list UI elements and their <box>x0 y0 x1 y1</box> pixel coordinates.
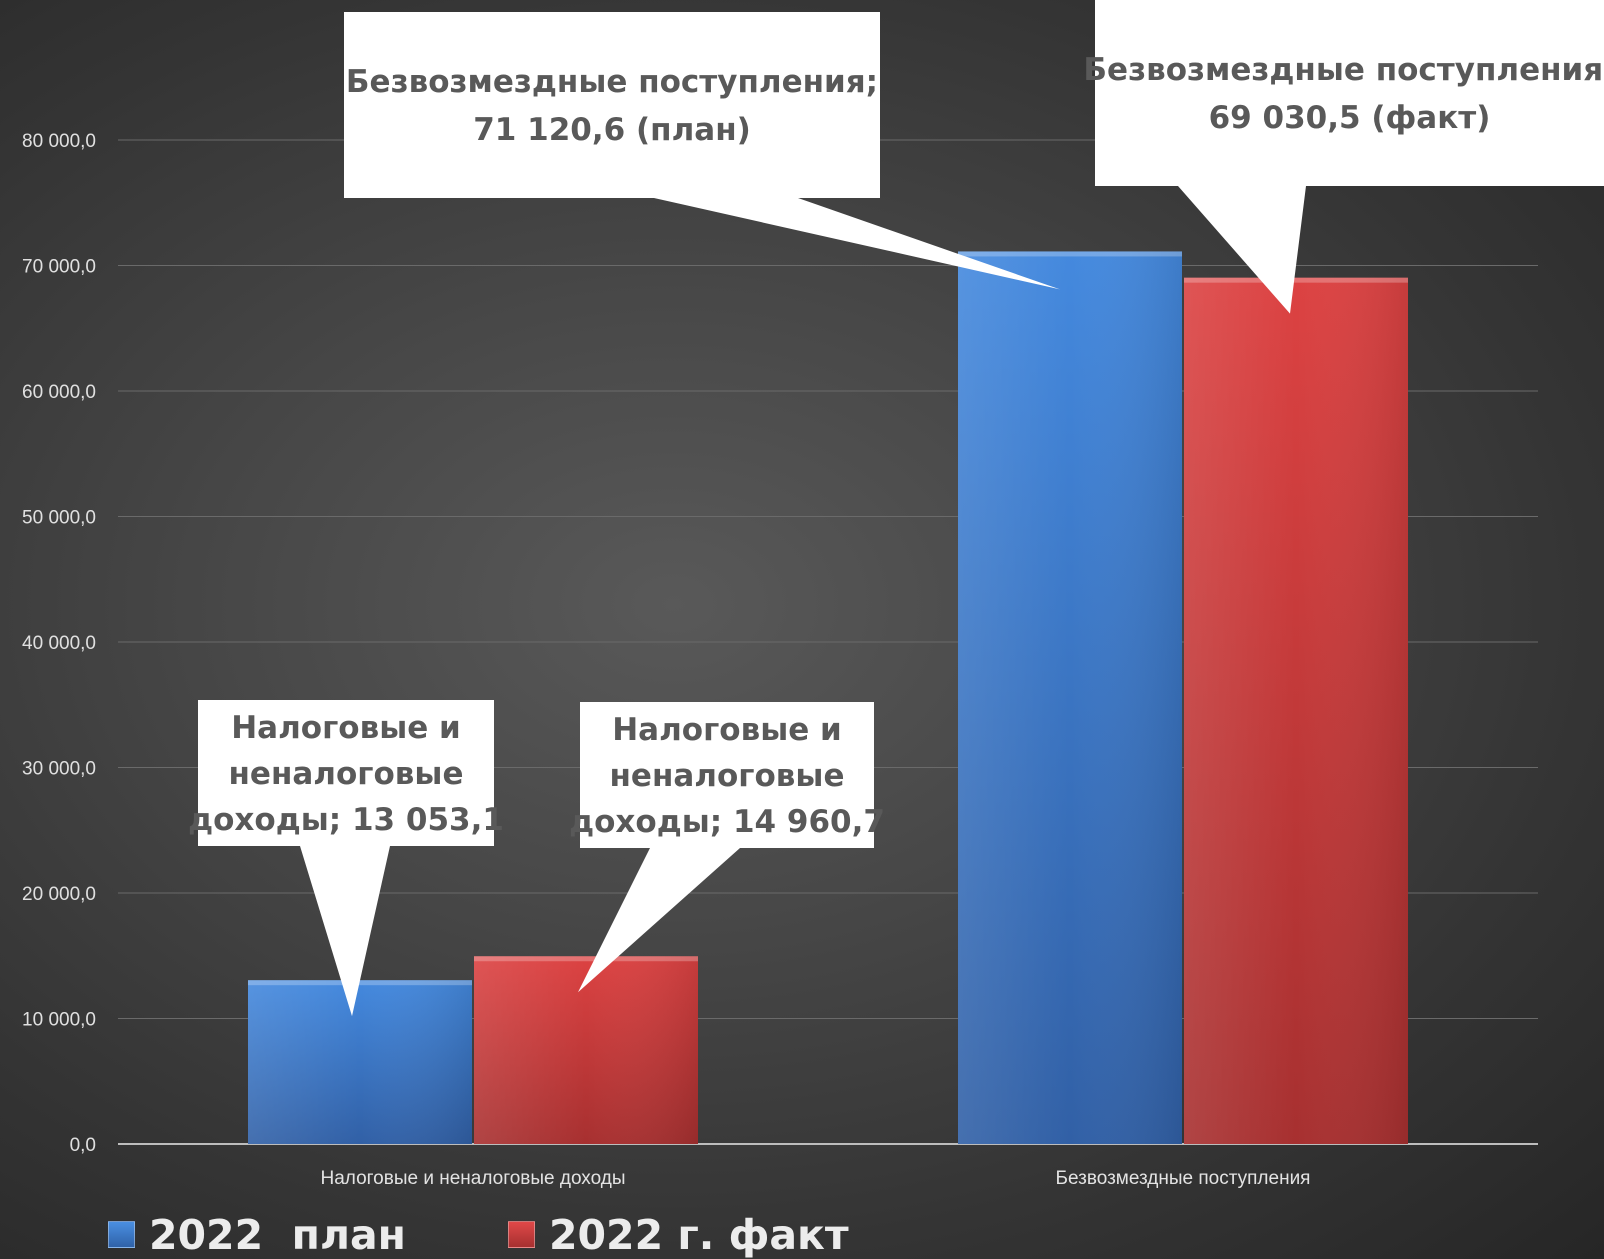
callout-text: неналоговые <box>610 758 845 794</box>
y-tick-label: 40 000,0 <box>22 633 96 654</box>
callout-text: Налоговые и <box>612 712 842 748</box>
y-tick-label: 30 000,0 <box>22 759 96 780</box>
bar-shading <box>474 956 698 1144</box>
bar-top-highlight <box>248 980 472 986</box>
callout-box <box>1095 0 1604 314</box>
legend-item-fact: 2022 г. факт <box>508 1210 849 1259</box>
callout-text: доходы; 13 053,1 <box>188 802 504 838</box>
callout-box <box>344 12 1060 290</box>
callout-text: доходы; 14 960,7 <box>569 804 885 840</box>
bar-shading <box>1184 277 1408 1144</box>
legend-swatch-fact <box>508 1221 535 1248</box>
callout-text: 69 030,5 (факт) <box>1209 100 1491 136</box>
y-tick-label: 80 000,0 <box>22 131 96 152</box>
y-axis-labels: 0,0 10 000,0 20 000,0 30 000,0 40 000,0 50 00… <box>22 131 96 1156</box>
x-category-label: Безвозмездные поступления <box>1056 1168 1311 1189</box>
y-tick-label: 70 000,0 <box>22 257 96 278</box>
data-callouts: Налоговые и неналоговые доходы; 13 053,1 На… <box>188 0 1604 1017</box>
bar-top-highlight <box>1184 277 1408 283</box>
bar-top-highlight <box>474 956 698 962</box>
callout-text: Безвозмездные поступления; <box>1083 52 1604 88</box>
y-tick-label: 0,0 <box>70 1135 96 1156</box>
legend-label-fact: 2022 г. факт <box>549 1210 849 1259</box>
y-tick-label: 60 000,0 <box>22 382 96 403</box>
callout-text: Налоговые и <box>231 710 461 746</box>
bar-shading <box>958 251 1182 1144</box>
callout-text: Безвозмездные поступления; <box>346 64 878 100</box>
legend-swatch-plan <box>108 1221 135 1248</box>
bar-top-highlight <box>958 251 1182 257</box>
x-axis-labels: Налоговые и неналоговые доходы Безвозмезд… <box>320 1168 1310 1189</box>
bar-shading <box>248 980 472 1144</box>
y-tick-label: 50 000,0 <box>22 508 96 529</box>
x-category-label: Налоговые и неналоговые доходы <box>320 1168 625 1189</box>
legend-label-plan: 2022 план <box>149 1210 407 1259</box>
y-tick-label: 10 000,0 <box>22 1010 96 1031</box>
callout-box <box>198 700 494 1017</box>
callout-text: 71 120,6 (план) <box>473 112 751 148</box>
callout-box <box>578 702 874 993</box>
legend-item-plan: 2022 план <box>108 1210 406 1259</box>
y-tick-label: 20 000,0 <box>22 884 96 905</box>
callout-text: неналоговые <box>229 756 464 792</box>
bars <box>248 251 1408 1144</box>
